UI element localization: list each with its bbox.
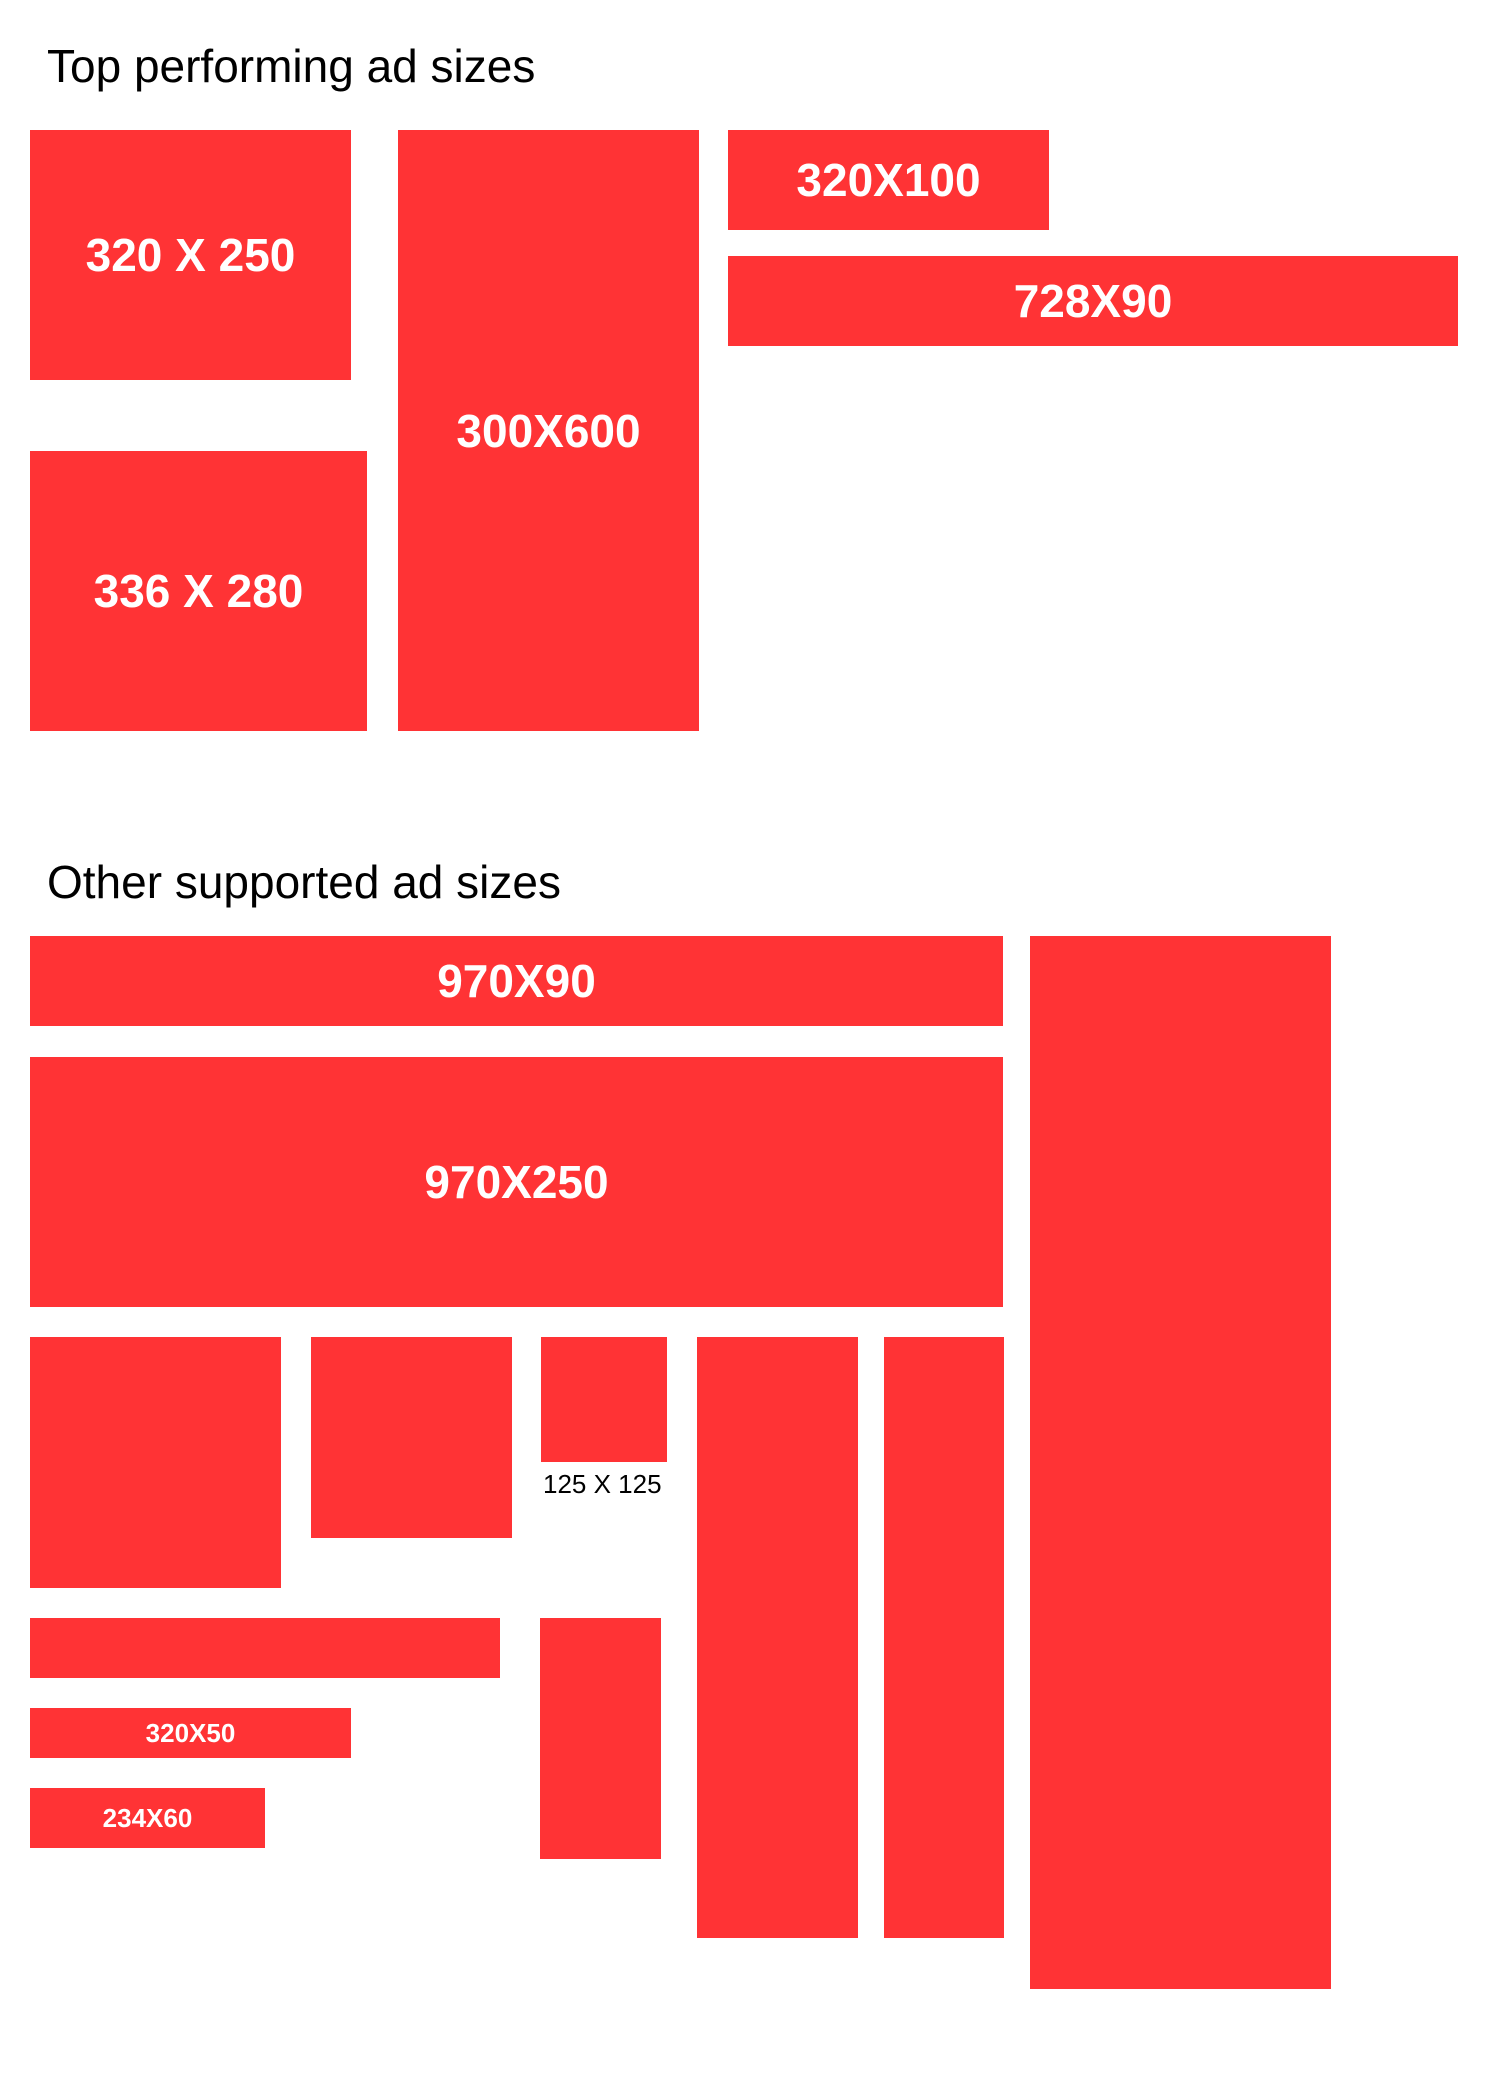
ad-336x280: 336 X 280	[30, 451, 367, 731]
ad-336x280-label: 336 X 280	[93, 565, 304, 617]
ad-square-large	[30, 1337, 281, 1588]
ad-skyscraper-b	[884, 1337, 1004, 1938]
ad-320x100: 320X100	[728, 130, 1049, 230]
ad-320x250: 320 X 250	[30, 130, 351, 380]
ad-728x90-label: 728X90	[1013, 275, 1173, 327]
top-section-title: Top performing ad sizes	[47, 40, 536, 92]
ad-234x60-label: 234X60	[102, 1803, 193, 1833]
ad-320x100-label: 320X100	[796, 154, 981, 206]
ad-skyscraper-tall	[1030, 936, 1331, 1989]
ad-970x250: 970X250	[30, 1057, 1003, 1307]
ad-320x50: 320X50	[30, 1708, 351, 1758]
ad-970x250-label: 970X250	[424, 1156, 609, 1208]
ad-125x125-caption: 125 X 125	[543, 1469, 662, 1499]
ad-234x60: 234X60	[30, 1788, 265, 1848]
ad-970x90: 970X90	[30, 936, 1003, 1026]
ad-970x90-label: 970X90	[437, 955, 596, 1007]
ad-300x600-label: 300X600	[456, 404, 641, 457]
ad-125x125	[541, 1337, 667, 1462]
ad-square-medium	[311, 1337, 512, 1538]
ad-728x90: 728X90	[728, 256, 1458, 346]
ad-320x50-label: 320X50	[145, 1718, 236, 1748]
ad-320x250-label: 320 X 250	[85, 229, 296, 281]
ad-banner-wide	[30, 1618, 500, 1678]
ad-vertical-small	[540, 1618, 661, 1859]
other-section-title: Other supported ad sizes	[47, 856, 561, 908]
ad-300x600: 300X600	[398, 130, 699, 731]
ad-skyscraper-a	[697, 1337, 858, 1938]
